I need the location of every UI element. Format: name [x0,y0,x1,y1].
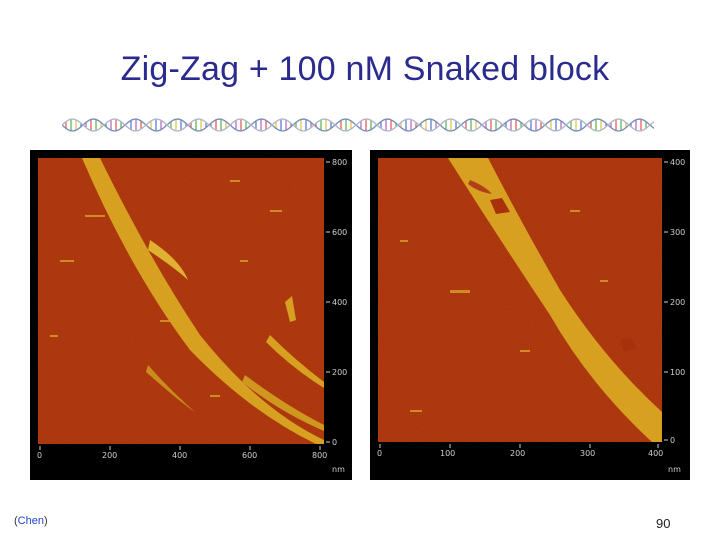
afm-left-ytick: 600 [332,228,347,237]
afm-right-unit: nm [668,465,681,474]
afm-right-xtick: 100 [440,449,455,458]
afm-left-ytick: 400 [332,298,347,307]
afm-left-xtick: 800 [312,451,327,460]
citation-close: ) [43,515,48,527]
afm-left-xtick: 200 [102,451,117,460]
afm-image-left-panel: 800 600 400 200 0 0 200 400 600 800 nm [30,150,352,480]
afm-left-ytick: 200 [332,368,347,377]
afm-left-xtick: 0 [37,451,42,460]
afm-right-ytick: 0 [670,436,675,445]
afm-right-xtick: 400 [648,449,663,458]
afm-right-ytick: 100 [670,368,685,377]
dna-helix-banner [62,118,654,132]
afm-image-right-panel: 400 300 200 100 0 0 100 200 300 400 nm [370,150,690,480]
afm-left-ytick: 0 [332,438,337,447]
afm-left-xtick: 600 [242,451,257,460]
afm-left-xtick: 400 [172,451,187,460]
citation: (Chen) [14,515,48,527]
afm-right-xtick: 300 [580,449,595,458]
afm-right-filament-main [448,158,662,442]
afm-right-xtick: 200 [510,449,525,458]
afm-right-ytick: 200 [670,298,685,307]
afm-right-ytick: 300 [670,228,685,237]
page-number: 90 [656,516,671,531]
afm-left-ytick: 800 [332,158,347,167]
afm-right-ytick: 400 [670,158,685,167]
afm-left-unit: nm [332,465,345,474]
afm-left-filament-main [82,158,324,444]
citation-open: ( [14,515,18,527]
afm-left-filament-secondary [266,335,324,388]
slide-title: Zig-Zag + 100 nM Snaked block [120,50,610,88]
citation-name: Chen [17,515,44,527]
afm-right-xtick: 0 [377,449,382,458]
